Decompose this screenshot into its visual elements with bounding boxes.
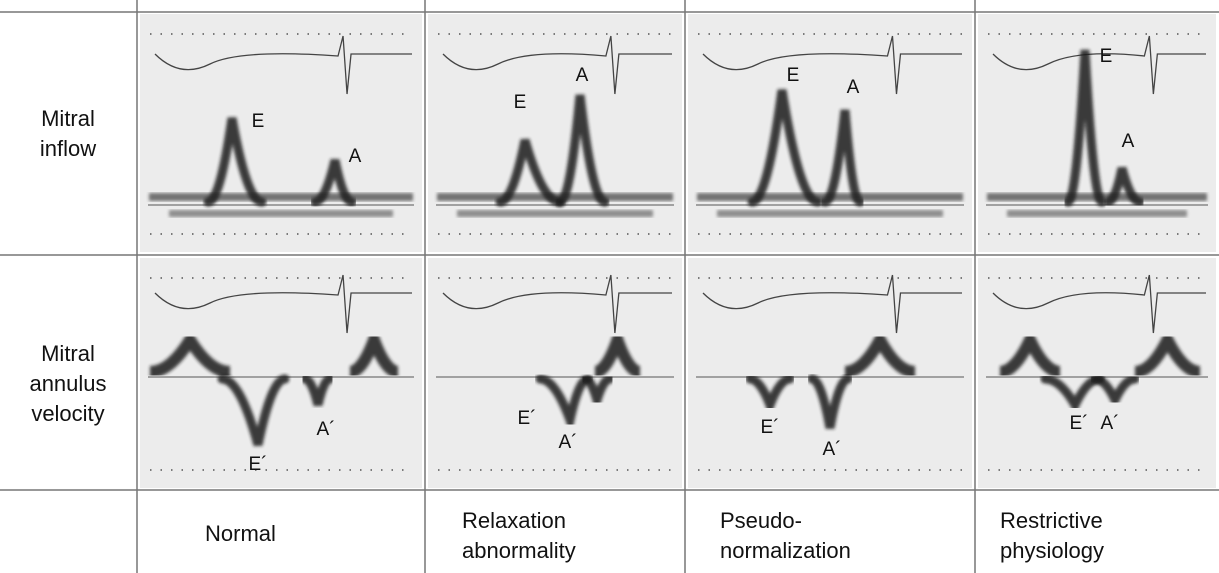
row-label: Mitral [41, 341, 95, 366]
noise-band [437, 193, 673, 201]
reverse-flow [1007, 210, 1187, 217]
wave-label: E´ [249, 454, 268, 475]
column-label: physiology [1000, 538, 1104, 563]
column-label: abnormality [462, 538, 576, 563]
reverse-flow [457, 210, 653, 217]
wave-label: A´ [823, 439, 842, 460]
column-label: Normal [205, 521, 276, 546]
wave-label: A´ [559, 432, 578, 453]
wave-label: A´ [1101, 413, 1120, 434]
noise-band [987, 193, 1207, 201]
wave-label: E [252, 111, 265, 132]
wave-label: A [349, 146, 362, 167]
column-label: normalization [720, 538, 851, 563]
wave-label: A´ [317, 419, 336, 440]
figure: E A E A E A E A E´ A´ E´ A´ E´ A´ E´ A´ Mitral inflow Mitr… [0, 0, 1219, 573]
column-label: Restrictive [1000, 508, 1103, 533]
noise-band [149, 193, 413, 201]
wave-label: A [1122, 131, 1135, 152]
wave-label: E [787, 65, 800, 86]
wave-label: A [847, 77, 860, 98]
wave-label: E´ [1070, 413, 1089, 434]
noise-band [697, 193, 963, 201]
row-label: annulus [29, 371, 106, 396]
wave-label: A [576, 65, 589, 86]
column-label: Pseudo- [720, 508, 802, 533]
row-label: Mitral [41, 106, 95, 131]
wave-label: E´ [518, 408, 537, 429]
row-label: inflow [40, 136, 96, 161]
column-label: Relaxation [462, 508, 566, 533]
wave-label: E [514, 92, 527, 113]
reverse-flow [717, 210, 943, 217]
wave-label: E [1100, 46, 1113, 67]
row-label: velocity [31, 401, 104, 426]
reverse-flow [169, 210, 393, 217]
wave-label: E´ [761, 417, 780, 438]
